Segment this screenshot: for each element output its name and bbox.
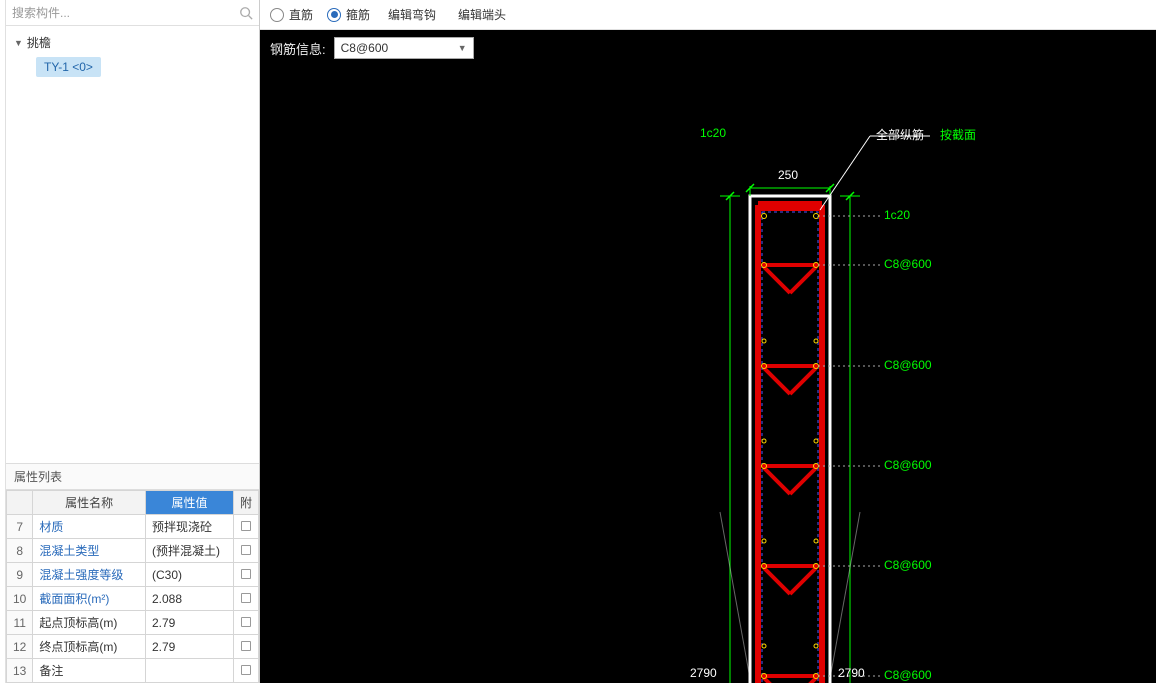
table-row[interactable]: 8混凝土类型(预拌混凝土) bbox=[7, 539, 259, 563]
diagram-label: C8@600 bbox=[884, 668, 932, 682]
edit-end-button[interactable]: 编辑端头 bbox=[454, 6, 510, 23]
table-row[interactable]: 10截面面积(m²)2.088 bbox=[7, 587, 259, 611]
radio-stirrup[interactable]: 箍筋 bbox=[327, 6, 370, 23]
prop-att[interactable] bbox=[233, 635, 258, 659]
collapse-icon[interactable]: ▼ bbox=[14, 38, 23, 48]
drawing-canvas[interactable]: 1c20 250 1c20 C8@600 C8@600 C8@600 C8@600 C8@60… bbox=[260, 66, 1156, 683]
diagram-label: 2790 bbox=[838, 666, 865, 680]
search-input[interactable] bbox=[12, 6, 239, 20]
prop-value[interactable]: 预拌现浇砼 bbox=[145, 515, 233, 539]
prop-att[interactable] bbox=[233, 563, 258, 587]
rebar-toolbar: 直筋 箍筋 编辑弯钩 编辑端头 bbox=[260, 0, 1156, 30]
main-area: 直筋 箍筋 编辑弯钩 编辑端头 钢筋信息: C8@600 ▼ 1c202501c… bbox=[260, 0, 1156, 683]
prop-name: 截面面积(m²) bbox=[33, 587, 146, 611]
chevron-down-icon: ▼ bbox=[458, 43, 467, 53]
prop-value[interactable]: 2.79 bbox=[145, 635, 233, 659]
property-panel-title: 属性列表 bbox=[6, 463, 259, 490]
prop-att[interactable] bbox=[233, 539, 258, 563]
diagram-label: 250 bbox=[778, 168, 798, 182]
table-row[interactable]: 7材质预拌现浇砼 bbox=[7, 515, 259, 539]
search-icon[interactable] bbox=[239, 6, 253, 20]
prop-value[interactable]: (预拌混凝土) bbox=[145, 539, 233, 563]
table-row[interactable]: 11起点顶标高(m)2.79 bbox=[7, 611, 259, 635]
diagram-label: 1c20 bbox=[700, 126, 726, 140]
component-tree: ▼ 挑檐 TY-1 <0> bbox=[6, 26, 259, 463]
prop-name: 备注 bbox=[33, 659, 146, 683]
diagram-label: C8@600 bbox=[884, 257, 932, 271]
table-row[interactable]: 9混凝土强度等级(C30) bbox=[7, 563, 259, 587]
rebar-info-bar: 钢筋信息: C8@600 ▼ bbox=[260, 30, 1156, 66]
prop-value[interactable]: 2.79 bbox=[145, 611, 233, 635]
prop-value[interactable] bbox=[145, 659, 233, 683]
rebar-info-label: 钢筋信息: bbox=[270, 39, 326, 58]
row-number: 12 bbox=[7, 635, 33, 659]
prop-att[interactable] bbox=[233, 659, 258, 683]
row-number: 9 bbox=[7, 563, 33, 587]
row-number: 11 bbox=[7, 611, 33, 635]
property-table: 属性名称 属性值 附 7材质预拌现浇砼8混凝土类型(预拌混凝土)9混凝土强度等级… bbox=[6, 490, 259, 683]
diagram-label: C8@600 bbox=[884, 358, 932, 372]
row-number: 7 bbox=[7, 515, 33, 539]
prop-name: 混凝土强度等级 bbox=[33, 563, 146, 587]
diagram-label: C8@600 bbox=[884, 458, 932, 472]
tree-child-item[interactable]: TY-1 <0> bbox=[36, 57, 101, 77]
tree-root-item[interactable]: ▼ 挑檐 bbox=[14, 32, 251, 53]
row-number: 8 bbox=[7, 539, 33, 563]
table-row[interactable]: 13备注 bbox=[7, 659, 259, 683]
prop-att[interactable] bbox=[233, 587, 258, 611]
row-number: 13 bbox=[7, 659, 33, 683]
col-value[interactable]: 属性值 bbox=[145, 491, 233, 515]
prop-att[interactable] bbox=[233, 611, 258, 635]
table-row[interactable]: 12终点顶标高(m)2.79 bbox=[7, 635, 259, 659]
prop-value[interactable]: (C30) bbox=[145, 563, 233, 587]
rebar-info-select[interactable]: C8@600 ▼ bbox=[334, 37, 474, 59]
col-name[interactable]: 属性名称 bbox=[33, 491, 146, 515]
radio-straight[interactable]: 直筋 bbox=[270, 6, 313, 23]
diagram-label: 1c20 bbox=[884, 208, 910, 222]
tree-root-label: 挑檐 bbox=[27, 34, 51, 51]
prop-name: 材质 bbox=[33, 515, 146, 539]
sidebar: ▼ 挑檐 TY-1 <0> 属性列表 属性名称 属性值 附 7材质预拌现浇砼8混… bbox=[6, 0, 260, 683]
edit-hook-button[interactable]: 编辑弯钩 bbox=[384, 6, 440, 23]
diagram-label: C8@600 bbox=[884, 558, 932, 572]
prop-name: 混凝土类型 bbox=[33, 539, 146, 563]
prop-value[interactable]: 2.088 bbox=[145, 587, 233, 611]
prop-att[interactable] bbox=[233, 515, 258, 539]
row-number: 10 bbox=[7, 587, 33, 611]
section-button[interactable]: 按截面 bbox=[940, 126, 976, 143]
col-att[interactable]: 附 bbox=[233, 491, 258, 515]
diagram-label: 全部纵筋 bbox=[876, 126, 924, 143]
prop-name: 起点顶标高(m) bbox=[33, 611, 146, 635]
prop-name: 终点顶标高(m) bbox=[33, 635, 146, 659]
diagram-label: 2790 bbox=[690, 666, 717, 680]
